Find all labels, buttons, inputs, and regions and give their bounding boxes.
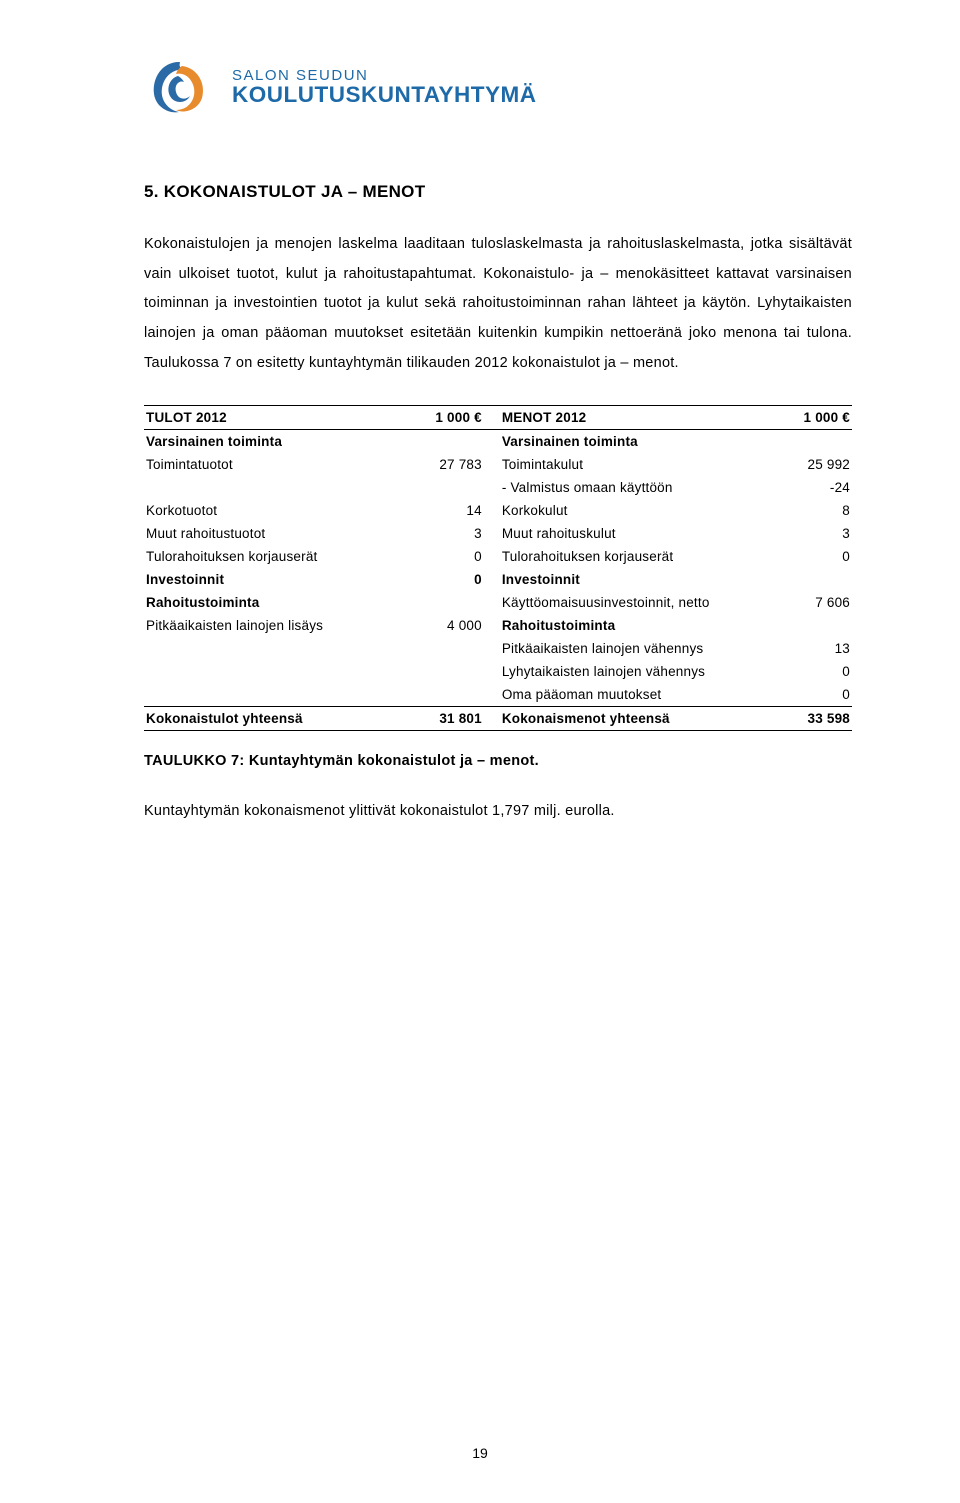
cell-right-label: Korkokulut xyxy=(484,499,753,522)
cell-right-label: - Valmistus omaan käyttöön xyxy=(484,476,753,499)
table-row: Investoinnit0Investoinnit xyxy=(144,568,852,591)
logo-line2: KOULUTUSKUNTAYHTYMÄ xyxy=(232,82,537,108)
cell-left-value: 14 xyxy=(399,499,484,522)
cell-left-label xyxy=(144,660,399,683)
cell-left-value: 3 xyxy=(399,522,484,545)
cell-right-value: 0 xyxy=(753,660,852,683)
cell-left-label: Tulorahoituksen korjauserät xyxy=(144,545,399,568)
logo-text: SALON SEUDUN KOULUTUSKUNTAYHTYMÄ xyxy=(232,67,537,108)
tot-left-value: 31 801 xyxy=(399,706,484,730)
table-row: - Valmistus omaan käyttöön-24 xyxy=(144,476,852,499)
cell-right-label: Oma pääoman muutokset xyxy=(484,683,753,707)
cell-left-value xyxy=(399,683,484,707)
cell-left-label: Muut rahoitustuotot xyxy=(144,522,399,545)
cell-right-label: Toimintakulut xyxy=(484,453,753,476)
cell-right-value: 7 606 xyxy=(753,591,852,614)
table-row: Pitkäaikaisten lainojen lisäys4 000Rahoi… xyxy=(144,614,852,637)
cell-left-label xyxy=(144,637,399,660)
closing-paragraph: Kuntayhtymän kokonaismenot ylittivät kok… xyxy=(144,797,852,827)
hdr-right-unit: 1 000 € xyxy=(753,405,852,429)
cell-left-label: Rahoitustoiminta xyxy=(144,591,399,614)
cell-left-value xyxy=(399,637,484,660)
cell-right-value: 8 xyxy=(753,499,852,522)
table-row: Pitkäaikaisten lainojen vähennys13 xyxy=(144,637,852,660)
cell-right-label: Käyttöomaisuusinvestoinnit, netto xyxy=(484,591,753,614)
hdr-right: MENOT 2012 xyxy=(484,405,753,429)
tot-left-label: Kokonaistulot yhteensä xyxy=(144,706,399,730)
tot-right-label: Kokonaismenot yhteensä xyxy=(484,706,753,730)
table-row: Muut rahoitustuotot3Muut rahoituskulut3 xyxy=(144,522,852,545)
table-row: Tulorahoituksen korjauserät0Tulorahoituk… xyxy=(144,545,852,568)
cell-left-label: Toimintatuotot xyxy=(144,453,399,476)
sub-right: Varsinainen toiminta xyxy=(484,429,753,453)
cell-right-label: Pitkäaikaisten lainojen vähennys xyxy=(484,637,753,660)
cell-left-label xyxy=(144,683,399,707)
cell-left-value: 27 783 xyxy=(399,453,484,476)
cell-right-value: 0 xyxy=(753,683,852,707)
table-subheader-row: Varsinainen toiminta Varsinainen toimint… xyxy=(144,429,852,453)
cell-left-value: 0 xyxy=(399,568,484,591)
table-row: Toimintatuotot27 783Toimintakulut25 992 xyxy=(144,453,852,476)
cell-right-value xyxy=(753,568,852,591)
cell-right-label: Muut rahoituskulut xyxy=(484,522,753,545)
cell-right-label: Investoinnit xyxy=(484,568,753,591)
tot-right-value: 33 598 xyxy=(753,706,852,730)
header-logo: SALON SEUDUN KOULUTUSKUNTAYHTYMÄ xyxy=(144,56,852,118)
cell-left-label: Korkotuotot xyxy=(144,499,399,522)
cell-right-value: 0 xyxy=(753,545,852,568)
cell-left-label: Pitkäaikaisten lainojen lisäys xyxy=(144,614,399,637)
cell-right-value xyxy=(753,614,852,637)
cell-left-value xyxy=(399,591,484,614)
table-header-row: TULOT 2012 1 000 € MENOT 2012 1 000 € xyxy=(144,405,852,429)
page: SALON SEUDUN KOULUTUSKUNTAYHTYMÄ 5. KOKO… xyxy=(0,0,960,1503)
cell-right-value: 25 992 xyxy=(753,453,852,476)
cell-left-value xyxy=(399,660,484,683)
table-row: Lyhytaikaisten lainojen vähennys0 xyxy=(144,660,852,683)
cell-left-value: 0 xyxy=(399,545,484,568)
table-caption: TAULUKKO 7: Kuntayhtymän kokonaistulot j… xyxy=(144,753,852,769)
cell-left-label xyxy=(144,476,399,499)
cell-left-value xyxy=(399,476,484,499)
cell-right-label: Tulorahoituksen korjauserät xyxy=(484,545,753,568)
cell-right-label: Rahoitustoiminta xyxy=(484,614,753,637)
hdr-left-unit: 1 000 € xyxy=(399,405,484,429)
cell-left-label: Investoinnit xyxy=(144,568,399,591)
page-number: 19 xyxy=(0,1445,960,1461)
totals-table: TULOT 2012 1 000 € MENOT 2012 1 000 € Va… xyxy=(144,405,852,731)
sub-left: Varsinainen toiminta xyxy=(144,429,399,453)
cell-left-value: 4 000 xyxy=(399,614,484,637)
logo-swirl-icon xyxy=(144,56,214,118)
table-row: Rahoitustoiminta Käyttöomaisuusinvestoinn… xyxy=(144,591,852,614)
table-total-row: Kokonaistulot yhteensä 31 801 Kokonaisme… xyxy=(144,706,852,730)
section-heading: 5. KOKONAISTULOT JA – MENOT xyxy=(144,182,852,202)
intro-paragraph: Kokonaistulojen ja menojen laskelma laad… xyxy=(144,230,852,379)
table-row: Oma pääoman muutokset0 xyxy=(144,683,852,707)
hdr-left: TULOT 2012 xyxy=(144,405,399,429)
cell-right-label: Lyhytaikaisten lainojen vähennys xyxy=(484,660,753,683)
cell-right-value: 13 xyxy=(753,637,852,660)
cell-right-value: 3 xyxy=(753,522,852,545)
cell-right-value: -24 xyxy=(753,476,852,499)
table-row: Korkotuotot14Korkokulut8 xyxy=(144,499,852,522)
